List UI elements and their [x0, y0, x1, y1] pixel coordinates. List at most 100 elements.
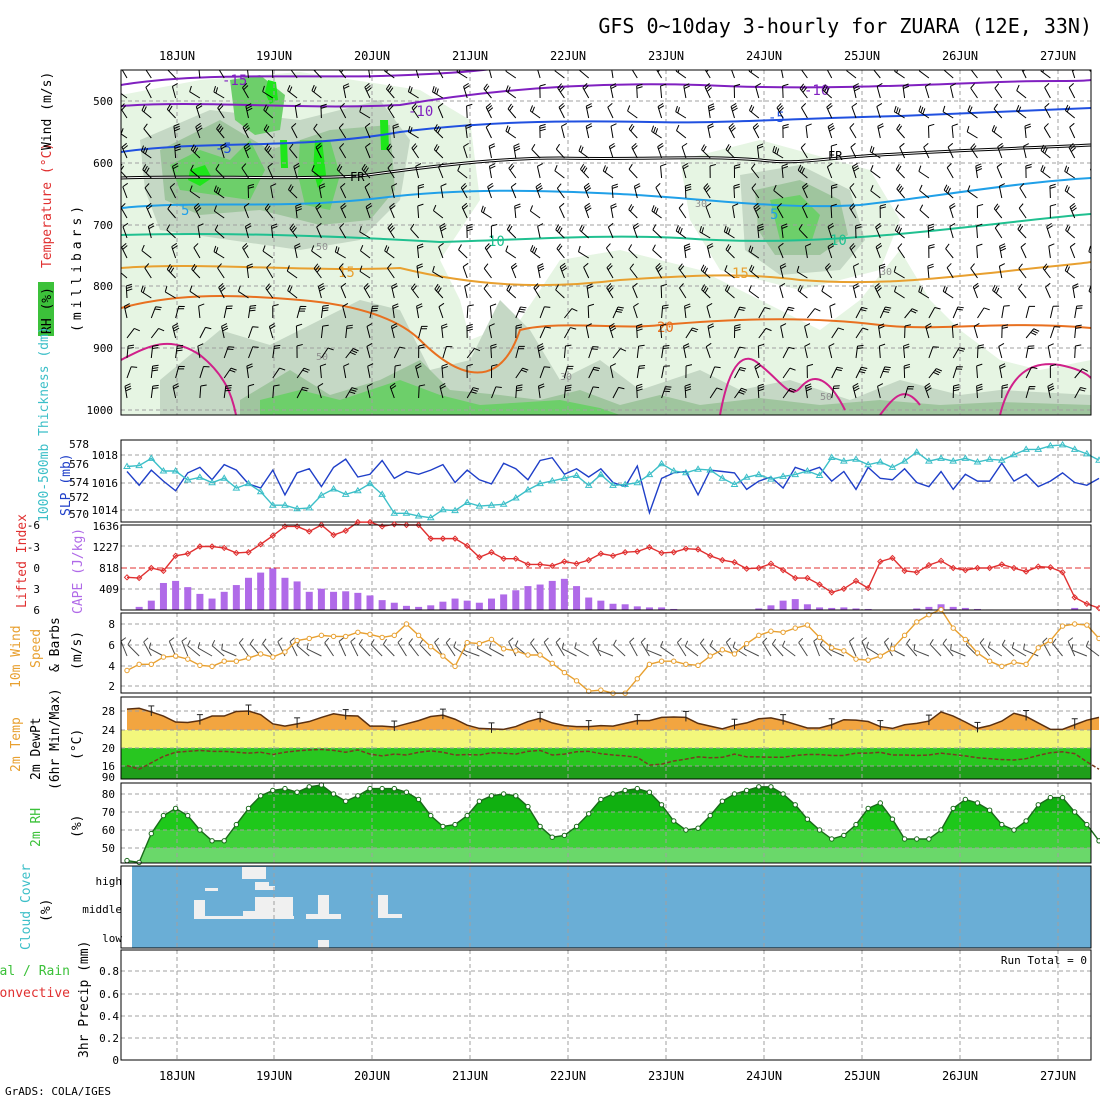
thickness-y-tick: 574 — [69, 476, 89, 489]
thickness-point — [973, 458, 982, 465]
wind-barb — [164, 286, 176, 299]
wind-barb — [366, 343, 373, 359]
wind-barb — [121, 242, 128, 259]
wind10m-point — [330, 633, 337, 640]
cape-bar — [293, 581, 301, 610]
wind-barb — [606, 283, 614, 299]
wind-barb — [706, 243, 714, 259]
upper-y-tick: 800 — [93, 280, 113, 293]
wind-barb — [515, 384, 523, 399]
lifted-index-point — [962, 566, 969, 574]
cape-bar — [463, 600, 471, 610]
cape-bar — [609, 603, 617, 610]
wind-barb — [831, 183, 838, 199]
wind-barb — [800, 103, 808, 119]
cape-bar — [949, 606, 957, 610]
wind10m-point — [270, 654, 276, 660]
wind-barb — [1090, 148, 1091, 150]
wind-barb — [270, 223, 278, 239]
wind-barb — [684, 183, 692, 199]
lifted-index-point — [123, 574, 131, 581]
wind-barb — [952, 384, 960, 399]
wind-barb — [782, 306, 795, 319]
wind-barb — [432, 204, 444, 219]
wind-barb — [463, 142, 469, 159]
wind10m-point — [452, 663, 458, 670]
rh2m-point — [999, 821, 1005, 828]
isotherm-fr-inner — [121, 144, 1091, 179]
wind10m-point — [756, 632, 762, 639]
lifted-index-point — [779, 566, 787, 574]
slp-y-tick: 1018 — [92, 449, 119, 462]
wind-barb — [679, 283, 687, 299]
bottom-date-label: 21JUN — [452, 1069, 488, 1083]
wind-barb — [1068, 143, 1077, 159]
rh2m-point — [1047, 794, 1054, 801]
rh2m-point — [1059, 794, 1066, 801]
ylabel-10m-wind: 10m Wind — [9, 625, 24, 688]
temp-band — [121, 766, 1091, 779]
wind-barb — [826, 70, 833, 79]
wind-barb — [607, 222, 614, 239]
ylabel-temp-unit: (°C) — [70, 729, 85, 760]
rh2m-series — [124, 782, 1100, 866]
wind-barb — [852, 383, 860, 399]
wind-barb — [221, 643, 237, 657]
rh2m-point — [270, 787, 276, 794]
wind-barb — [709, 640, 723, 657]
thickness-point — [742, 473, 751, 480]
rh2m-point — [719, 798, 726, 804]
wind-barb — [539, 326, 551, 339]
wind-barb — [996, 162, 1003, 179]
wind-barb — [582, 83, 590, 99]
wind-barb — [514, 203, 521, 219]
wind-barb — [632, 222, 640, 239]
rh2m-point — [513, 793, 519, 799]
rh2m-point — [683, 827, 689, 833]
wind-barb — [876, 83, 883, 99]
wind10m-point — [780, 629, 786, 635]
wind-barb — [583, 182, 592, 199]
wind-barb — [675, 225, 687, 239]
wind-barb — [657, 142, 664, 159]
slp-thickness-panel: 578 576 574 572 570 1018 1016 1014 1000-… — [37, 326, 1100, 523]
temp2m-gridlines — [121, 697, 1091, 779]
wind-barb — [211, 639, 225, 657]
wind-barb — [263, 124, 274, 139]
wind-barb — [707, 103, 715, 119]
thickness-point — [949, 457, 958, 464]
wind-barb — [563, 384, 572, 399]
wind-barb — [855, 306, 868, 319]
wind10m-y-axis: 8 6 4 2 — [108, 618, 115, 693]
wind-barb — [998, 343, 1005, 359]
wind-barb — [246, 263, 254, 279]
wind-barb — [928, 368, 943, 379]
wind-barb — [166, 103, 176, 119]
wind-barb — [952, 347, 966, 359]
cape-bar — [548, 580, 556, 610]
isotherm-label: -5 — [215, 141, 232, 157]
wind-barb — [1074, 344, 1082, 359]
wind-barb — [611, 70, 614, 79]
wind-barb — [555, 143, 565, 159]
wind-barb — [918, 285, 930, 299]
wind-barb — [1049, 183, 1056, 199]
wind-barb — [976, 203, 984, 219]
bottom-date-label: 22JUN — [550, 1069, 586, 1083]
wind-barb — [407, 125, 419, 139]
wind-barb — [707, 123, 714, 139]
wind-barb — [262, 638, 274, 657]
wind-barb — [877, 123, 884, 139]
rh2m-point — [464, 812, 470, 819]
cloud-y-axis: high middle low — [82, 875, 122, 945]
slp-gridlines — [121, 440, 1091, 522]
wind-barb — [685, 364, 693, 379]
wind-barb — [578, 145, 589, 159]
wind-barb — [439, 383, 447, 399]
wind-barb — [197, 343, 204, 359]
rh-area-90 — [265, 80, 278, 104]
wind-barb — [640, 637, 650, 657]
wind-barb — [757, 383, 765, 399]
wind-barb — [758, 327, 772, 339]
wind-barb — [195, 122, 203, 139]
